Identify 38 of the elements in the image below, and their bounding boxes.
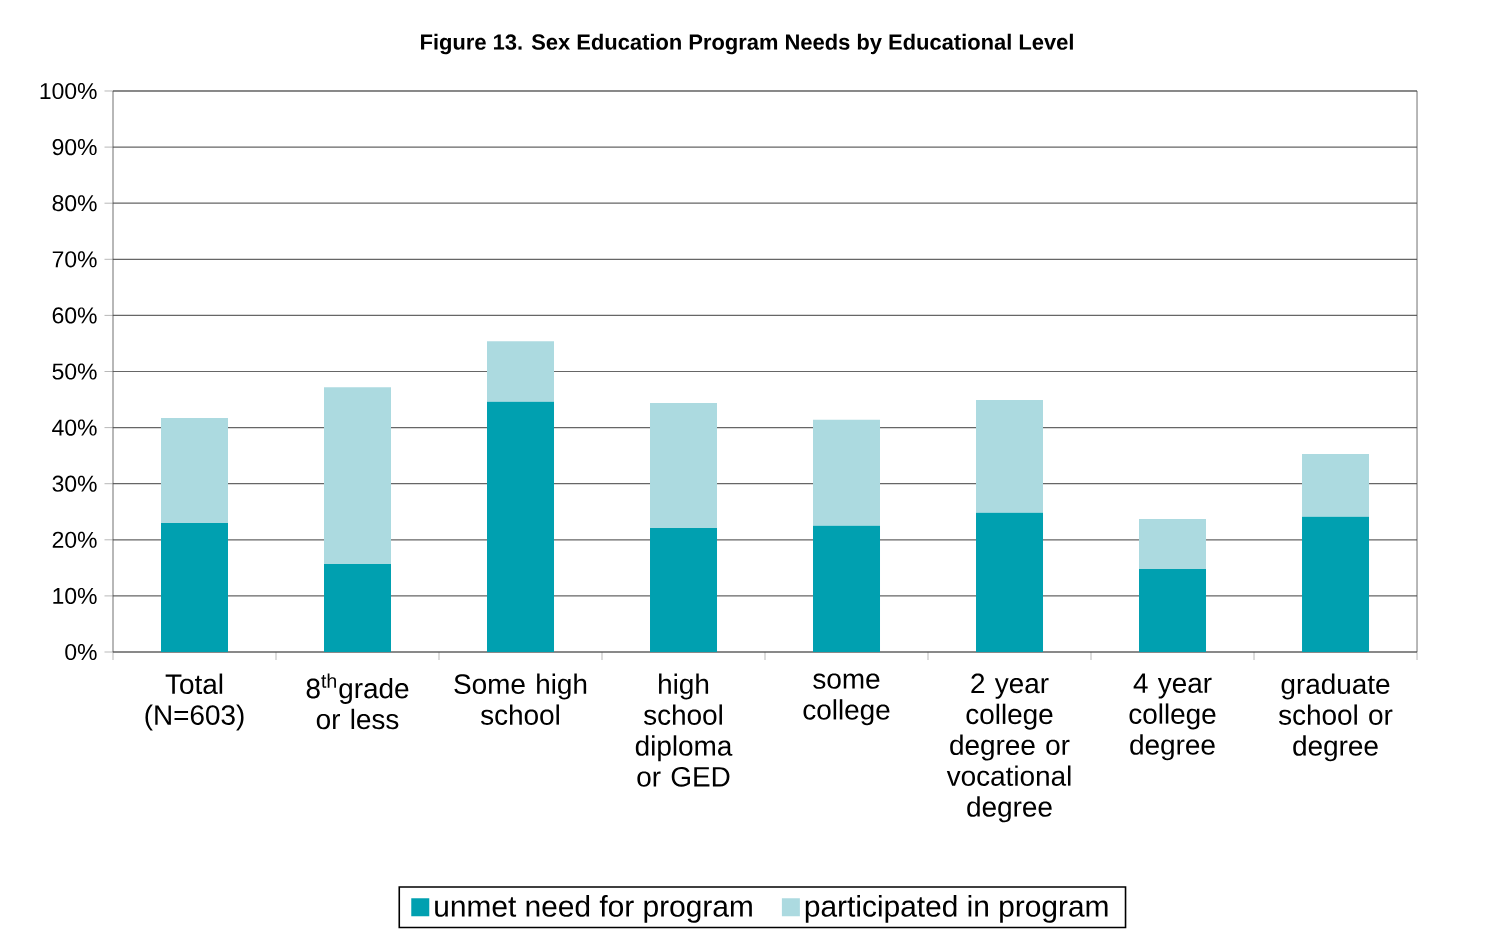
- y-tick-label: 10%: [53, 587, 97, 605]
- bar: [1302, 453, 1370, 517]
- bar: [1139, 568, 1207, 652]
- x-tick-label: Total (N=603): [145, 673, 244, 731]
- y-tick-label: 90%: [52, 138, 97, 156]
- bar: [650, 528, 718, 652]
- bar: [1139, 519, 1207, 569]
- bar: [324, 387, 391, 564]
- y-tick-label: 0%: [65, 643, 97, 661]
- y-tick-label: 50%: [52, 363, 97, 380]
- bar: [976, 512, 1044, 652]
- chart-title: Figure 13. Sex Education Program Needs by Educational Level: [421, 33, 1073, 55]
- bar: [650, 402, 718, 529]
- bar: [487, 401, 555, 652]
- x-tick-label: some college: [803, 673, 890, 726]
- bar: [813, 419, 881, 526]
- legend-label: participated in program: [805, 894, 1108, 923]
- x-tick-label: 4 year college degree: [1129, 673, 1216, 761]
- bar: [161, 522, 228, 652]
- bar: [324, 563, 391, 652]
- x-tick-label: 2 year college degree or vocational degree: [946, 673, 1071, 823]
- x-tick-label: Some high school: [454, 673, 587, 725]
- x-tick-label: graduate school or degree: [1278, 673, 1393, 762]
- y-tick-label: 30%: [52, 475, 97, 492]
- y-tick-label: 100%: [40, 82, 97, 100]
- y-tick-label: 60%: [52, 307, 97, 324]
- x-tick-label: 8$^{th}$grade or less: [306, 673, 409, 730]
- legend-label: unmet need for program: [435, 894, 752, 923]
- y-tick-label: 70%: [52, 251, 97, 268]
- y-tick-label: 80%: [52, 195, 97, 212]
- y-tick-label: 20%: [52, 531, 97, 548]
- bar: [161, 418, 228, 523]
- bar: [813, 525, 881, 652]
- bar: [487, 341, 555, 402]
- bar: [976, 400, 1044, 513]
- x-tick-label: high school diploma or GED: [635, 673, 733, 787]
- bar: [1302, 516, 1370, 652]
- y-tick-label: 40%: [52, 419, 97, 436]
